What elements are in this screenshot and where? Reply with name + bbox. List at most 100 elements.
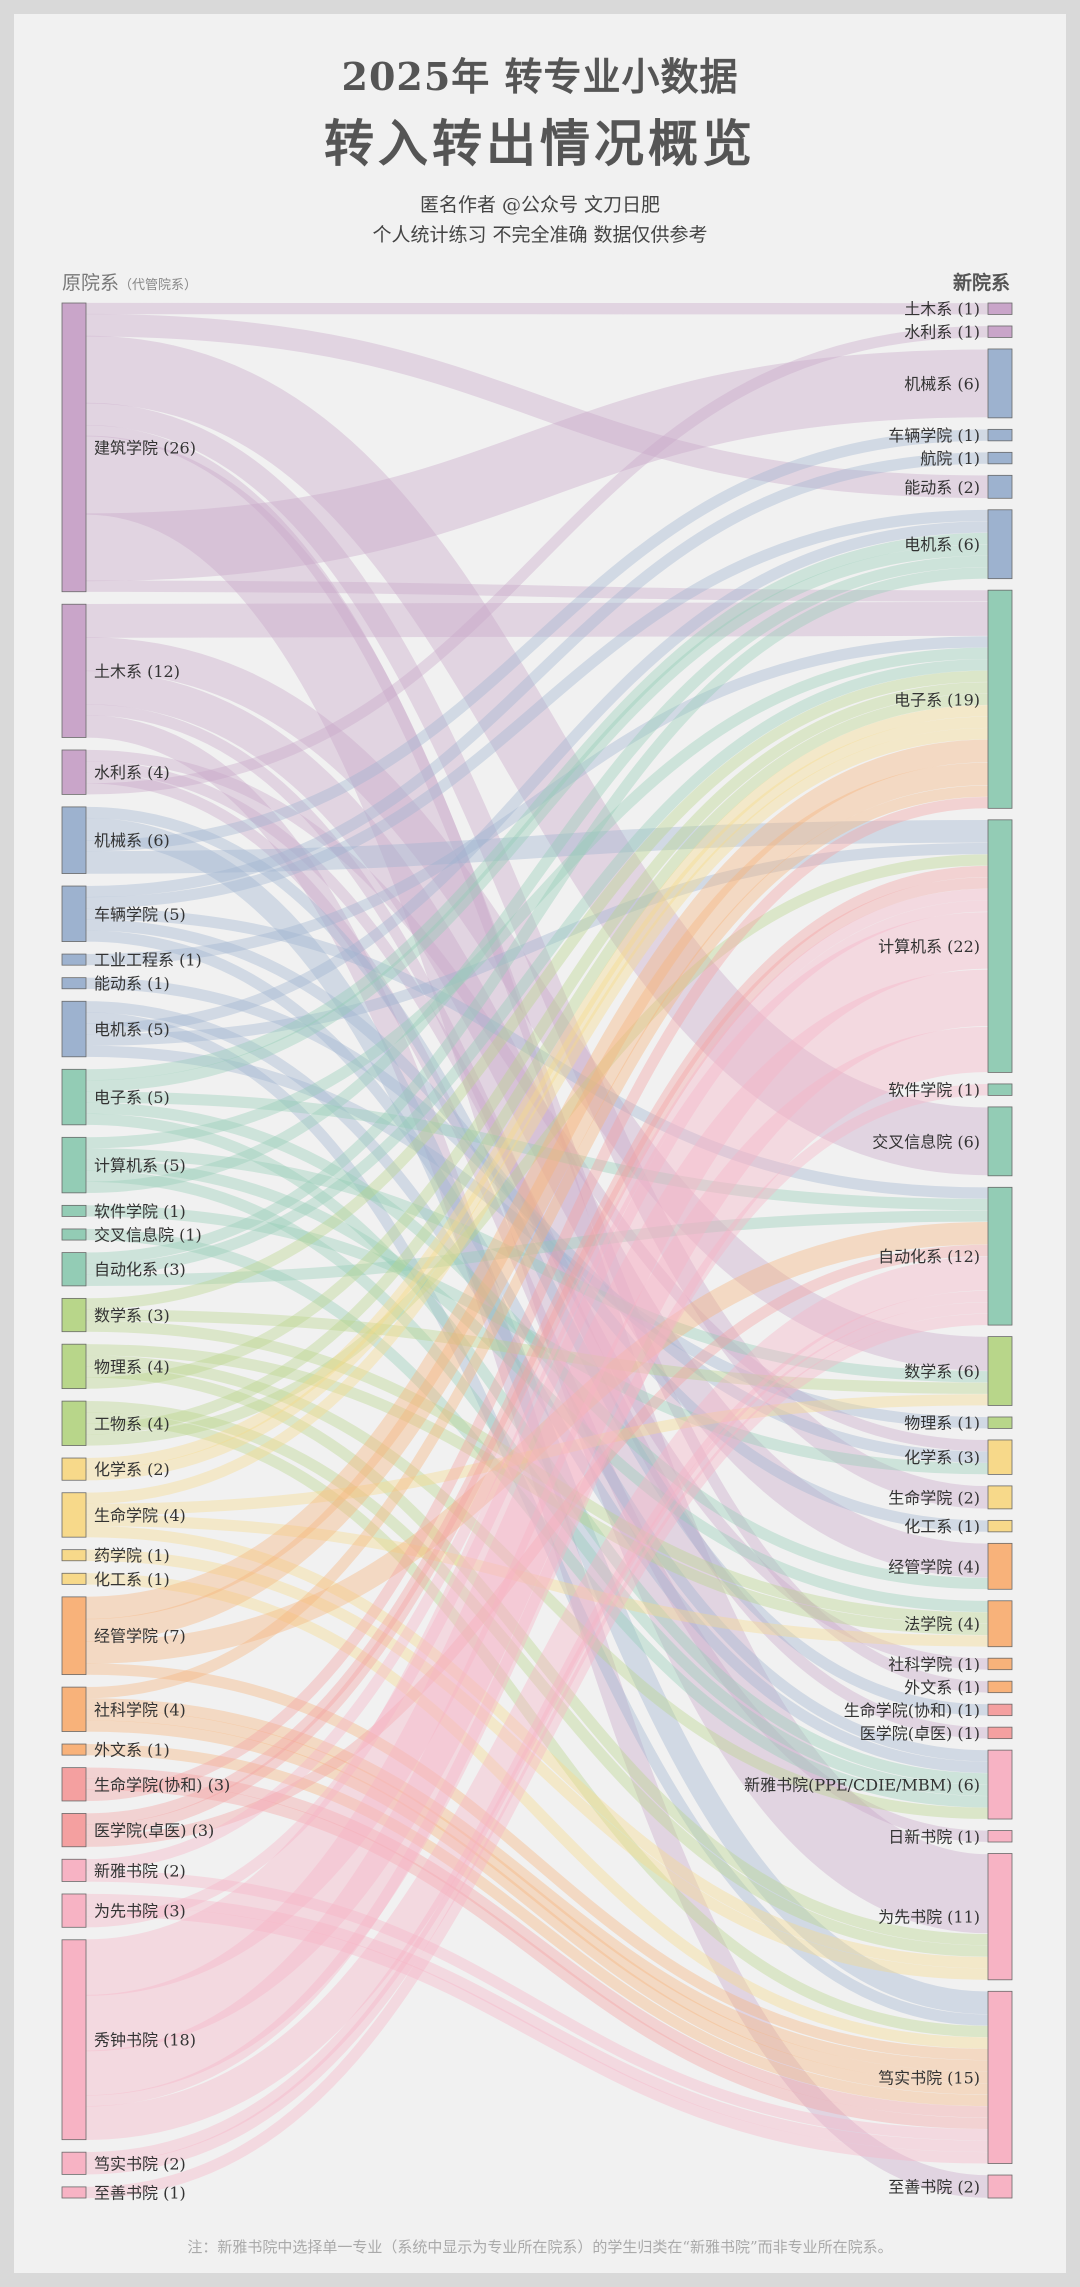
flow-link <box>85 452 989 898</box>
source-node-label: 车辆学院 (5) <box>94 905 186 924</box>
flow-link <box>85 1893 989 2152</box>
target-node-label: 物理系 (1) <box>904 1414 980 1433</box>
flow-link <box>85 1302 989 2175</box>
source-node-bar <box>61 953 87 966</box>
source-node-bar <box>61 302 87 593</box>
target-node-label: 计算机系 (22) <box>878 937 980 956</box>
source-node-label: 生命学院 (4) <box>94 1506 186 1525</box>
target-node-label: 土木系 (1) <box>904 300 980 319</box>
target-node-bar <box>987 1186 1013 1326</box>
source-node-label: 秀钟书院 (18) <box>94 2031 196 2050</box>
flow-link <box>85 1210 989 1286</box>
flow-link <box>85 908 989 1199</box>
flow-link <box>85 715 989 2198</box>
flow-link <box>85 1514 989 1647</box>
flow-link <box>85 1290 989 2164</box>
target-node-bar <box>987 509 1013 580</box>
subtitle-author: 匿名作者 @公众号 文刀日肥 <box>419 194 661 216</box>
target-node-bar <box>987 589 1013 809</box>
source-node-label: 药学院 (1) <box>94 1546 170 1565</box>
flow-link <box>85 930 989 1762</box>
target-node-bar <box>987 1439 1013 1475</box>
target-node-bar <box>987 474 1013 499</box>
flow-link <box>85 647 989 1149</box>
flow-link <box>85 900 989 1928</box>
target-node-bar <box>987 1600 1013 1648</box>
flow-link <box>85 1778 989 2129</box>
flow-link <box>85 739 989 1620</box>
target-node-label: 软件学院 (1) <box>888 1081 980 1100</box>
source-node-label: 新雅书院 (2) <box>94 1861 186 1880</box>
flow-link <box>85 1001 989 1774</box>
target-node-bar <box>987 348 1013 419</box>
left-axis-label: 原院系 <box>62 272 120 294</box>
flow-link <box>85 1573 989 2049</box>
flow-link <box>85 772 989 1842</box>
flow-link <box>85 567 989 1264</box>
flow-link <box>85 1394 989 1516</box>
source-node-bar <box>61 2151 87 2175</box>
target-node-bar <box>987 1336 1013 1406</box>
flow-link <box>85 349 989 582</box>
flow-link <box>85 749 989 1452</box>
source-node-bar <box>61 2186 87 2199</box>
flow-link <box>85 1148 989 1383</box>
flow-link <box>85 335 989 1176</box>
source-node-label: 自动化系 (3) <box>94 1260 186 1279</box>
left-axis-heading: 原院系（代管院系） <box>62 268 197 295</box>
source-node-label: 笃实书院 (2) <box>94 2154 186 2173</box>
flow-link <box>85 637 989 1371</box>
flow-link <box>85 1549 989 1980</box>
source-node-label: 化学系 (2) <box>94 1460 170 1479</box>
target-node-bar <box>987 1990 1013 2164</box>
source-node-bar <box>61 1686 87 1732</box>
flow-link <box>85 670 989 1578</box>
target-node-bar <box>987 1485 1013 1510</box>
source-node-label: 电子系 (5) <box>94 1088 170 1107</box>
source-node-label: 计算机系 (5) <box>94 1156 186 1175</box>
source-node-label: 物理系 (4) <box>94 1357 170 1376</box>
target-node-label: 交叉信息院 (6) <box>872 1132 980 1151</box>
flow-link <box>85 705 989 1470</box>
target-node-label: 法学院 (4) <box>904 1615 980 1634</box>
flow-link <box>85 1084 989 2107</box>
source-node-bar <box>61 1492 87 1538</box>
flow-link <box>85 1698 989 2072</box>
flow-link <box>85 326 989 795</box>
source-node-label: 社科学院 (4) <box>94 1700 186 1719</box>
source-node-bar <box>61 1000 87 1058</box>
flow-link <box>85 877 989 1836</box>
source-node-label: 医学院(卓医) (3) <box>94 1821 214 1840</box>
source-node-label: 机械系 (6) <box>94 831 170 850</box>
source-node-label: 建筑学院 (26) <box>94 438 196 457</box>
target-node-label: 至善书院 (2) <box>888 2178 980 2197</box>
target-node-label: 化工系 (1) <box>904 1517 980 1536</box>
flow-link <box>85 1159 989 1613</box>
flow-link <box>85 1012 989 2026</box>
target-node-label: 能动系 (2) <box>904 478 980 497</box>
flow-link <box>85 1904 989 2164</box>
source-node-bar <box>61 1068 87 1126</box>
target-node-bar <box>987 1657 1013 1671</box>
flow-link <box>85 728 989 1504</box>
source-node-label: 电机系 (5) <box>94 1020 170 1039</box>
flow-link <box>85 1309 989 1394</box>
target-node-bar <box>987 428 1013 442</box>
source-node-label: 能动系 (1) <box>94 974 170 993</box>
target-node-label: 电机系 (6) <box>904 535 980 554</box>
source-node-label: 工业工程系 (1) <box>94 951 202 970</box>
target-node-bar <box>987 819 1013 1073</box>
source-node-bar <box>61 1939 87 2141</box>
flow-link <box>85 1870 989 2141</box>
flow-link <box>85 762 989 1642</box>
target-node-bar <box>987 1749 1013 1820</box>
source-node-bar <box>61 1893 87 1928</box>
flow-link <box>85 555 989 1193</box>
target-node-label: 机械系 (6) <box>904 374 980 393</box>
target-node-label: 航院 (1) <box>920 449 980 468</box>
flow-link <box>85 532 989 1081</box>
title-line1: 2025年 转专业小数据 <box>341 54 739 99</box>
flow-link <box>85 1743 989 2107</box>
source-node-bar <box>61 1549 87 1562</box>
